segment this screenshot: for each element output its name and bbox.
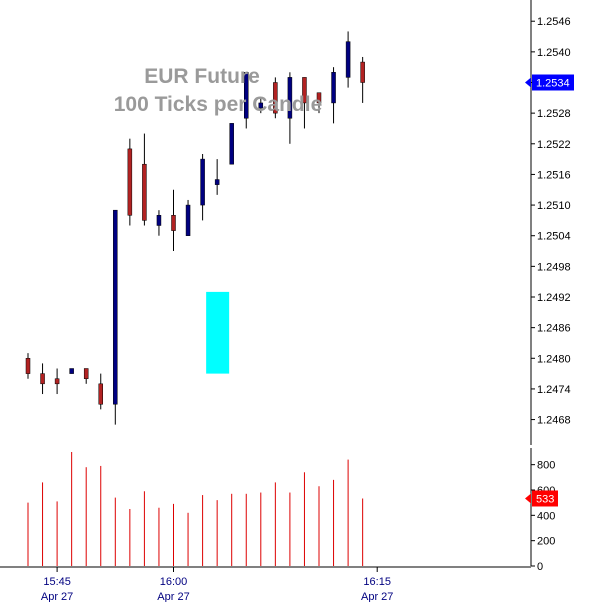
candle-body [316, 92, 322, 104]
volume-tick-label: 800 [537, 460, 555, 472]
candle-body [229, 123, 234, 165]
candle-body [360, 61, 365, 83]
current-volume-arrow [525, 493, 531, 504]
candle-body [287, 77, 293, 119]
current-value-markers: 1.2534 533 [525, 74, 574, 507]
price-tick-label: 1.2510 [537, 200, 571, 212]
price-tick-label: 1.2498 [537, 261, 571, 273]
candle-body [214, 179, 220, 185]
price-tick-label: 1.2468 [537, 415, 571, 427]
price-tick-label: 1.2516 [537, 169, 571, 181]
price-tick-label: 1.2540 [537, 47, 571, 59]
candle-body [142, 163, 147, 221]
candle-body [127, 148, 133, 216]
highlight-zone [206, 291, 230, 374]
highlight-zone-layer [206, 291, 230, 374]
candle-body [25, 358, 31, 374]
current-volume-box [532, 490, 558, 507]
candle-body [113, 209, 118, 405]
time-axis: 15:45 Apr 27 16:00 Apr 27 16:15 Apr 27 [0, 566, 531, 603]
current-price-arrow [525, 77, 531, 88]
price-tick-label: 1.2480 [537, 353, 571, 365]
time-tick-label: 16:15 [363, 576, 391, 588]
time-tick-date: Apr 27 [41, 591, 73, 602]
volume-tick-label: 400 [537, 510, 555, 522]
candle-body [258, 102, 264, 109]
candle-body [331, 72, 336, 104]
candle-body [40, 373, 45, 385]
volume-tick-label: 200 [537, 536, 555, 548]
price-tick-label: 1.2492 [537, 292, 571, 304]
candle-body [244, 72, 249, 119]
volume-tick-label: 0 [537, 561, 543, 573]
price-tick-label: 1.2546 [537, 16, 571, 28]
candles-layer [25, 31, 365, 425]
price-tick-label: 1.2474 [537, 384, 571, 396]
candle-body [345, 41, 351, 78]
price-axis: 1.2546 1.2540 1.2534 1.2528 1.2522 1.2516 1.25… [530, 0, 571, 445]
candle-body [185, 204, 191, 236]
current-price-label: 1.2534 [536, 78, 570, 90]
time-tick-label: 16:00 [160, 576, 188, 588]
candle-body [171, 215, 176, 231]
time-tick-date: Apr 27 [361, 591, 393, 602]
current-volume-label: 533 [536, 493, 554, 505]
chart-title-line2: 100 Ticks per Candle [114, 93, 323, 116]
price-tick-label: 1.2528 [537, 108, 571, 120]
candle-body [83, 368, 89, 379]
candle-body [200, 158, 205, 206]
chart-title-line1: EUR Future [144, 65, 260, 88]
time-tick-date: Apr 27 [157, 591, 189, 602]
price-tick-label: 1.2486 [537, 323, 571, 335]
candle-body [54, 378, 60, 385]
candle-body [98, 383, 103, 405]
candle-body [156, 215, 162, 226]
current-price-box [532, 74, 574, 91]
price-tick-label: 1.2504 [537, 231, 571, 243]
candle-body [302, 77, 307, 104]
volume-layer [27, 452, 364, 566]
time-tick-label: 15:45 [43, 576, 71, 588]
price-tick-label: 1.2522 [537, 139, 571, 151]
candle-body [273, 82, 278, 114]
candle-body [69, 368, 74, 374]
volume-axis: 8006004002000 [530, 448, 555, 573]
